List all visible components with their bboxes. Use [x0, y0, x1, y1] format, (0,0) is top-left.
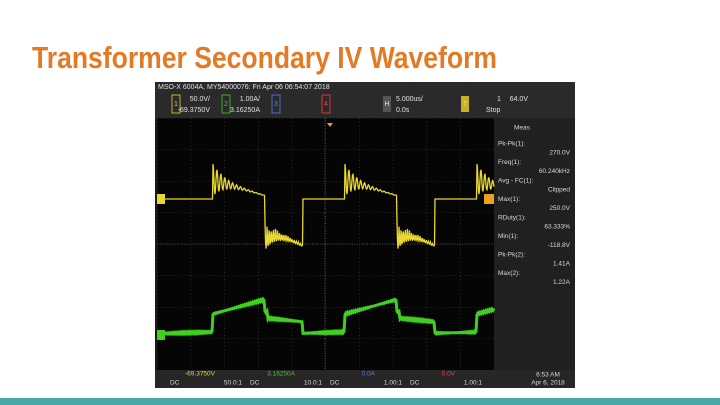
channel-1-marker [157, 194, 165, 204]
measurement-value: -118.8V [548, 242, 571, 249]
measurement-value: Clipped [548, 187, 570, 194]
channel-number: 1 [174, 101, 178, 108]
measurement-name: Pk-Pk(1): [498, 141, 525, 148]
measurement-name: Freq(1): [498, 159, 521, 166]
measurement-value: 1.41A [553, 261, 571, 268]
scope-top-bar [155, 82, 575, 118]
trigger-label: T [463, 101, 468, 108]
measurement-value: 1.22A [553, 279, 571, 286]
footer-probe: 1.00:1 [384, 380, 402, 387]
timebase-label: H [384, 101, 389, 108]
footer-band [0, 398, 720, 405]
timebase-scale: 5.000us/ [396, 96, 423, 103]
channel-number: 4 [324, 101, 328, 108]
footer-probe: 50.0:1 [224, 380, 242, 387]
trigger-box [461, 96, 469, 112]
oscilloscope-screenshot: MSO-X 6004A, MY54000076: Fri Apr 06 06:5… [155, 82, 575, 388]
footer-time: 6:53 AM [536, 372, 560, 379]
footer-offset: -69.3750V [185, 371, 216, 378]
channel-scale: 50.0V/ [190, 96, 210, 103]
measurement-name: Max(2): [498, 270, 520, 277]
scope-labels: 1 50.0V/ -69.3750V 2 1.00A/3.16250A 3 4 H 5.000u… [170, 94, 571, 387]
slide-title: Transformer Secondary IV Waveform [32, 40, 497, 75]
footer-probe: 1.00:1 [464, 380, 482, 387]
trigger-level-marker [484, 194, 494, 204]
measurement-value: 63.333% [544, 224, 570, 231]
footer-coupling: DC [250, 380, 260, 387]
channel-number: 2 [224, 101, 228, 108]
timebase-delay: 0.0s [396, 107, 410, 114]
footer-date: Apr 6, 2018 [531, 380, 565, 387]
measurement-name: RDuty(1): [498, 215, 526, 222]
measurement-value: 270.0V [549, 150, 570, 157]
footer-coupling: DC [330, 380, 340, 387]
trigger-source: 1 [497, 96, 501, 103]
channel-offset: 3.16250A [230, 107, 260, 114]
channel-box [221, 94, 231, 114]
footer-coupling: DC [410, 380, 420, 387]
trigger-marker [327, 123, 333, 127]
channel-2-marker [157, 330, 165, 340]
measurement-value: 250.0V [549, 205, 570, 212]
footer-coupling: DC [170, 380, 180, 387]
channel-box [321, 94, 331, 114]
measurement-name: Avg - FC(1): [498, 178, 533, 185]
voltage-waveform [158, 163, 495, 249]
measurement-panel [494, 118, 575, 370]
channel-box [271, 94, 281, 114]
measurement-value: 60.240kHz [539, 168, 570, 175]
scope-header: MSO-X 6004A, MY54000076: Fri Apr 06 06:5… [158, 84, 330, 91]
footer-offset: 3.16250A [267, 371, 295, 378]
measurement-name: Min(1): [498, 233, 518, 240]
trigger-mode: Stop [486, 107, 501, 114]
scope-bottom-bar [155, 370, 575, 388]
channel-offset: -69.3750V [178, 107, 211, 114]
footer-offset: 0.0V [442, 371, 456, 378]
measurement-name: Pk-Pk(2): [498, 252, 525, 259]
measurement-title: Meas [514, 125, 531, 132]
timebase-box [383, 96, 391, 112]
channel-scale: 1.00A/ [240, 96, 260, 103]
footer-probe: 10.0:1 [304, 380, 322, 387]
channel-box [171, 94, 181, 114]
channel-number: 3 [274, 101, 278, 108]
trigger-level: 64.0V [510, 96, 529, 103]
current-waveform [157, 296, 496, 337]
footer-offset: 0.0A [362, 371, 376, 378]
measurement-name: Max(1): [498, 196, 520, 203]
